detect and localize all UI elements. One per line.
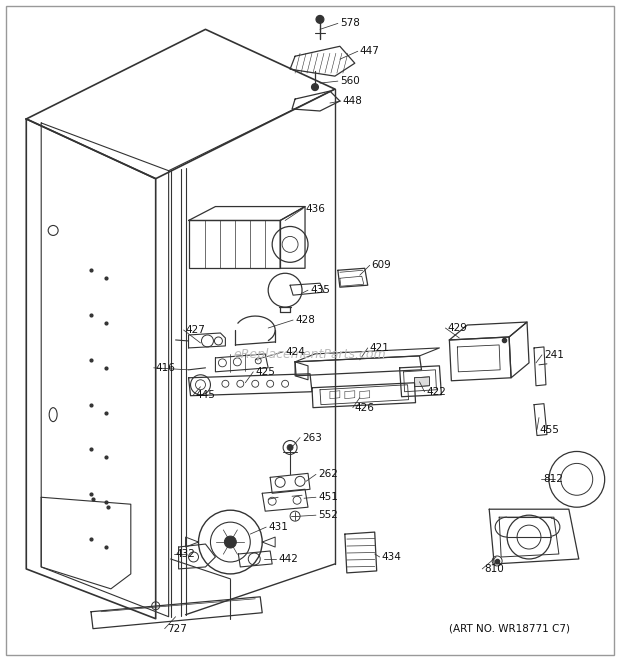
Text: 810: 810 — [484, 564, 504, 574]
Text: 434: 434 — [382, 552, 402, 562]
Text: 429: 429 — [448, 323, 467, 333]
Text: 241: 241 — [544, 350, 564, 360]
Text: 263: 263 — [302, 432, 322, 442]
Text: 578: 578 — [340, 19, 360, 28]
Circle shape — [316, 15, 324, 23]
Text: 445: 445 — [195, 390, 215, 400]
Text: 447: 447 — [360, 46, 379, 56]
Text: 428: 428 — [295, 315, 315, 325]
Text: 609: 609 — [372, 260, 391, 270]
Text: 262: 262 — [318, 469, 338, 479]
Circle shape — [287, 444, 293, 450]
Text: 422: 422 — [427, 387, 446, 397]
Polygon shape — [415, 377, 430, 387]
Text: 425: 425 — [255, 367, 275, 377]
Text: 426: 426 — [355, 403, 374, 412]
Text: 427: 427 — [185, 325, 205, 335]
Text: 416: 416 — [156, 363, 175, 373]
Text: 560: 560 — [340, 76, 360, 86]
Text: 552: 552 — [318, 510, 338, 520]
Circle shape — [311, 83, 319, 91]
Text: 727: 727 — [167, 624, 187, 634]
Text: 451: 451 — [318, 492, 338, 502]
Text: 455: 455 — [539, 424, 559, 434]
Text: 448: 448 — [343, 96, 363, 106]
Text: 421: 421 — [370, 343, 389, 353]
Circle shape — [224, 536, 236, 548]
Text: eReplacementParts.com: eReplacementParts.com — [234, 348, 386, 362]
Text: 442: 442 — [278, 554, 298, 564]
Text: 435: 435 — [310, 285, 330, 295]
Text: 424: 424 — [285, 347, 305, 357]
Text: 432: 432 — [175, 549, 195, 559]
Text: 431: 431 — [268, 522, 288, 532]
Text: 436: 436 — [305, 204, 325, 214]
Text: 812: 812 — [543, 475, 563, 485]
Text: (ART NO. WR18771 C7): (ART NO. WR18771 C7) — [449, 624, 570, 634]
